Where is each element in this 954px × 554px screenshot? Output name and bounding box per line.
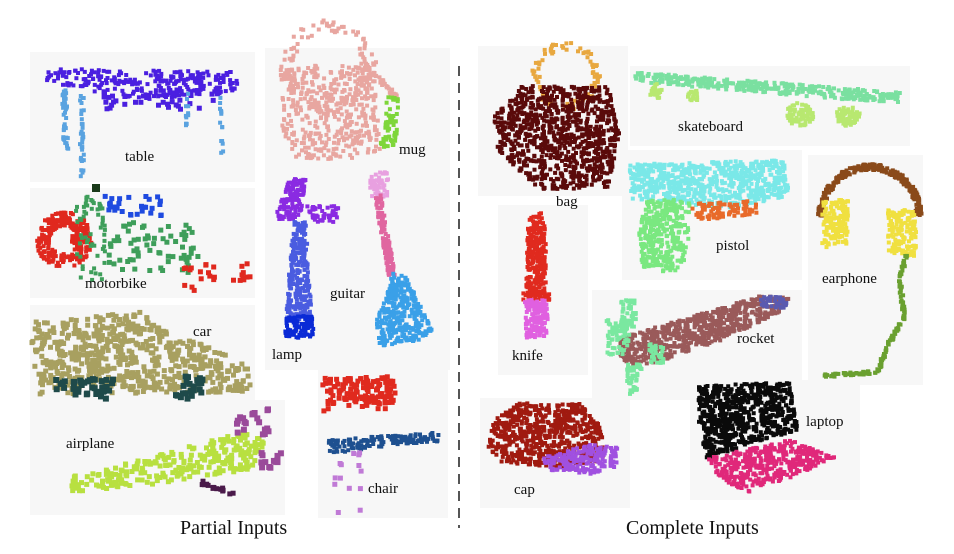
label-rocket: rocket: [737, 331, 775, 347]
knife-cloud: [521, 211, 552, 340]
lamp-cloud: [275, 177, 341, 340]
label-earphone: earphone: [822, 271, 877, 287]
pistol-cloud: [627, 158, 790, 274]
motorbike-cloud: [35, 184, 253, 293]
label-mug: mug: [399, 142, 426, 158]
caption-complete-inputs: Complete Inputs: [626, 517, 759, 539]
point-clouds: [29, 18, 924, 515]
table-cloud: [45, 67, 240, 179]
label-pistol: pistol: [716, 238, 749, 254]
label-guitar: guitar: [330, 286, 365, 302]
laptop-cloud: [696, 381, 836, 494]
cap-cloud: [486, 401, 620, 476]
chair-cloud: [320, 374, 441, 515]
rocket-cloud: [604, 294, 791, 396]
label-skateboard: skateboard: [678, 119, 743, 135]
caption-partial-inputs: Partial Inputs: [180, 517, 287, 539]
label-airplane: airplane: [66, 436, 115, 452]
label-chair: chair: [368, 481, 398, 497]
earphone-cloud: [816, 162, 924, 379]
label-knife: knife: [512, 348, 543, 364]
bag-cloud: [492, 41, 621, 191]
label-table: table: [125, 149, 154, 165]
label-cap: cap: [514, 482, 535, 498]
mug-cloud: [278, 18, 400, 161]
label-motorbike: motorbike: [85, 276, 147, 292]
skateboard-cloud: [633, 71, 902, 128]
label-laptop: laptop: [806, 414, 844, 430]
airplane-cloud: [69, 406, 284, 497]
guitar-cloud: [368, 170, 434, 348]
label-lamp: lamp: [272, 347, 302, 363]
label-bag: bag: [556, 194, 578, 210]
car-cloud: [29, 309, 253, 402]
label-car: car: [193, 324, 211, 340]
